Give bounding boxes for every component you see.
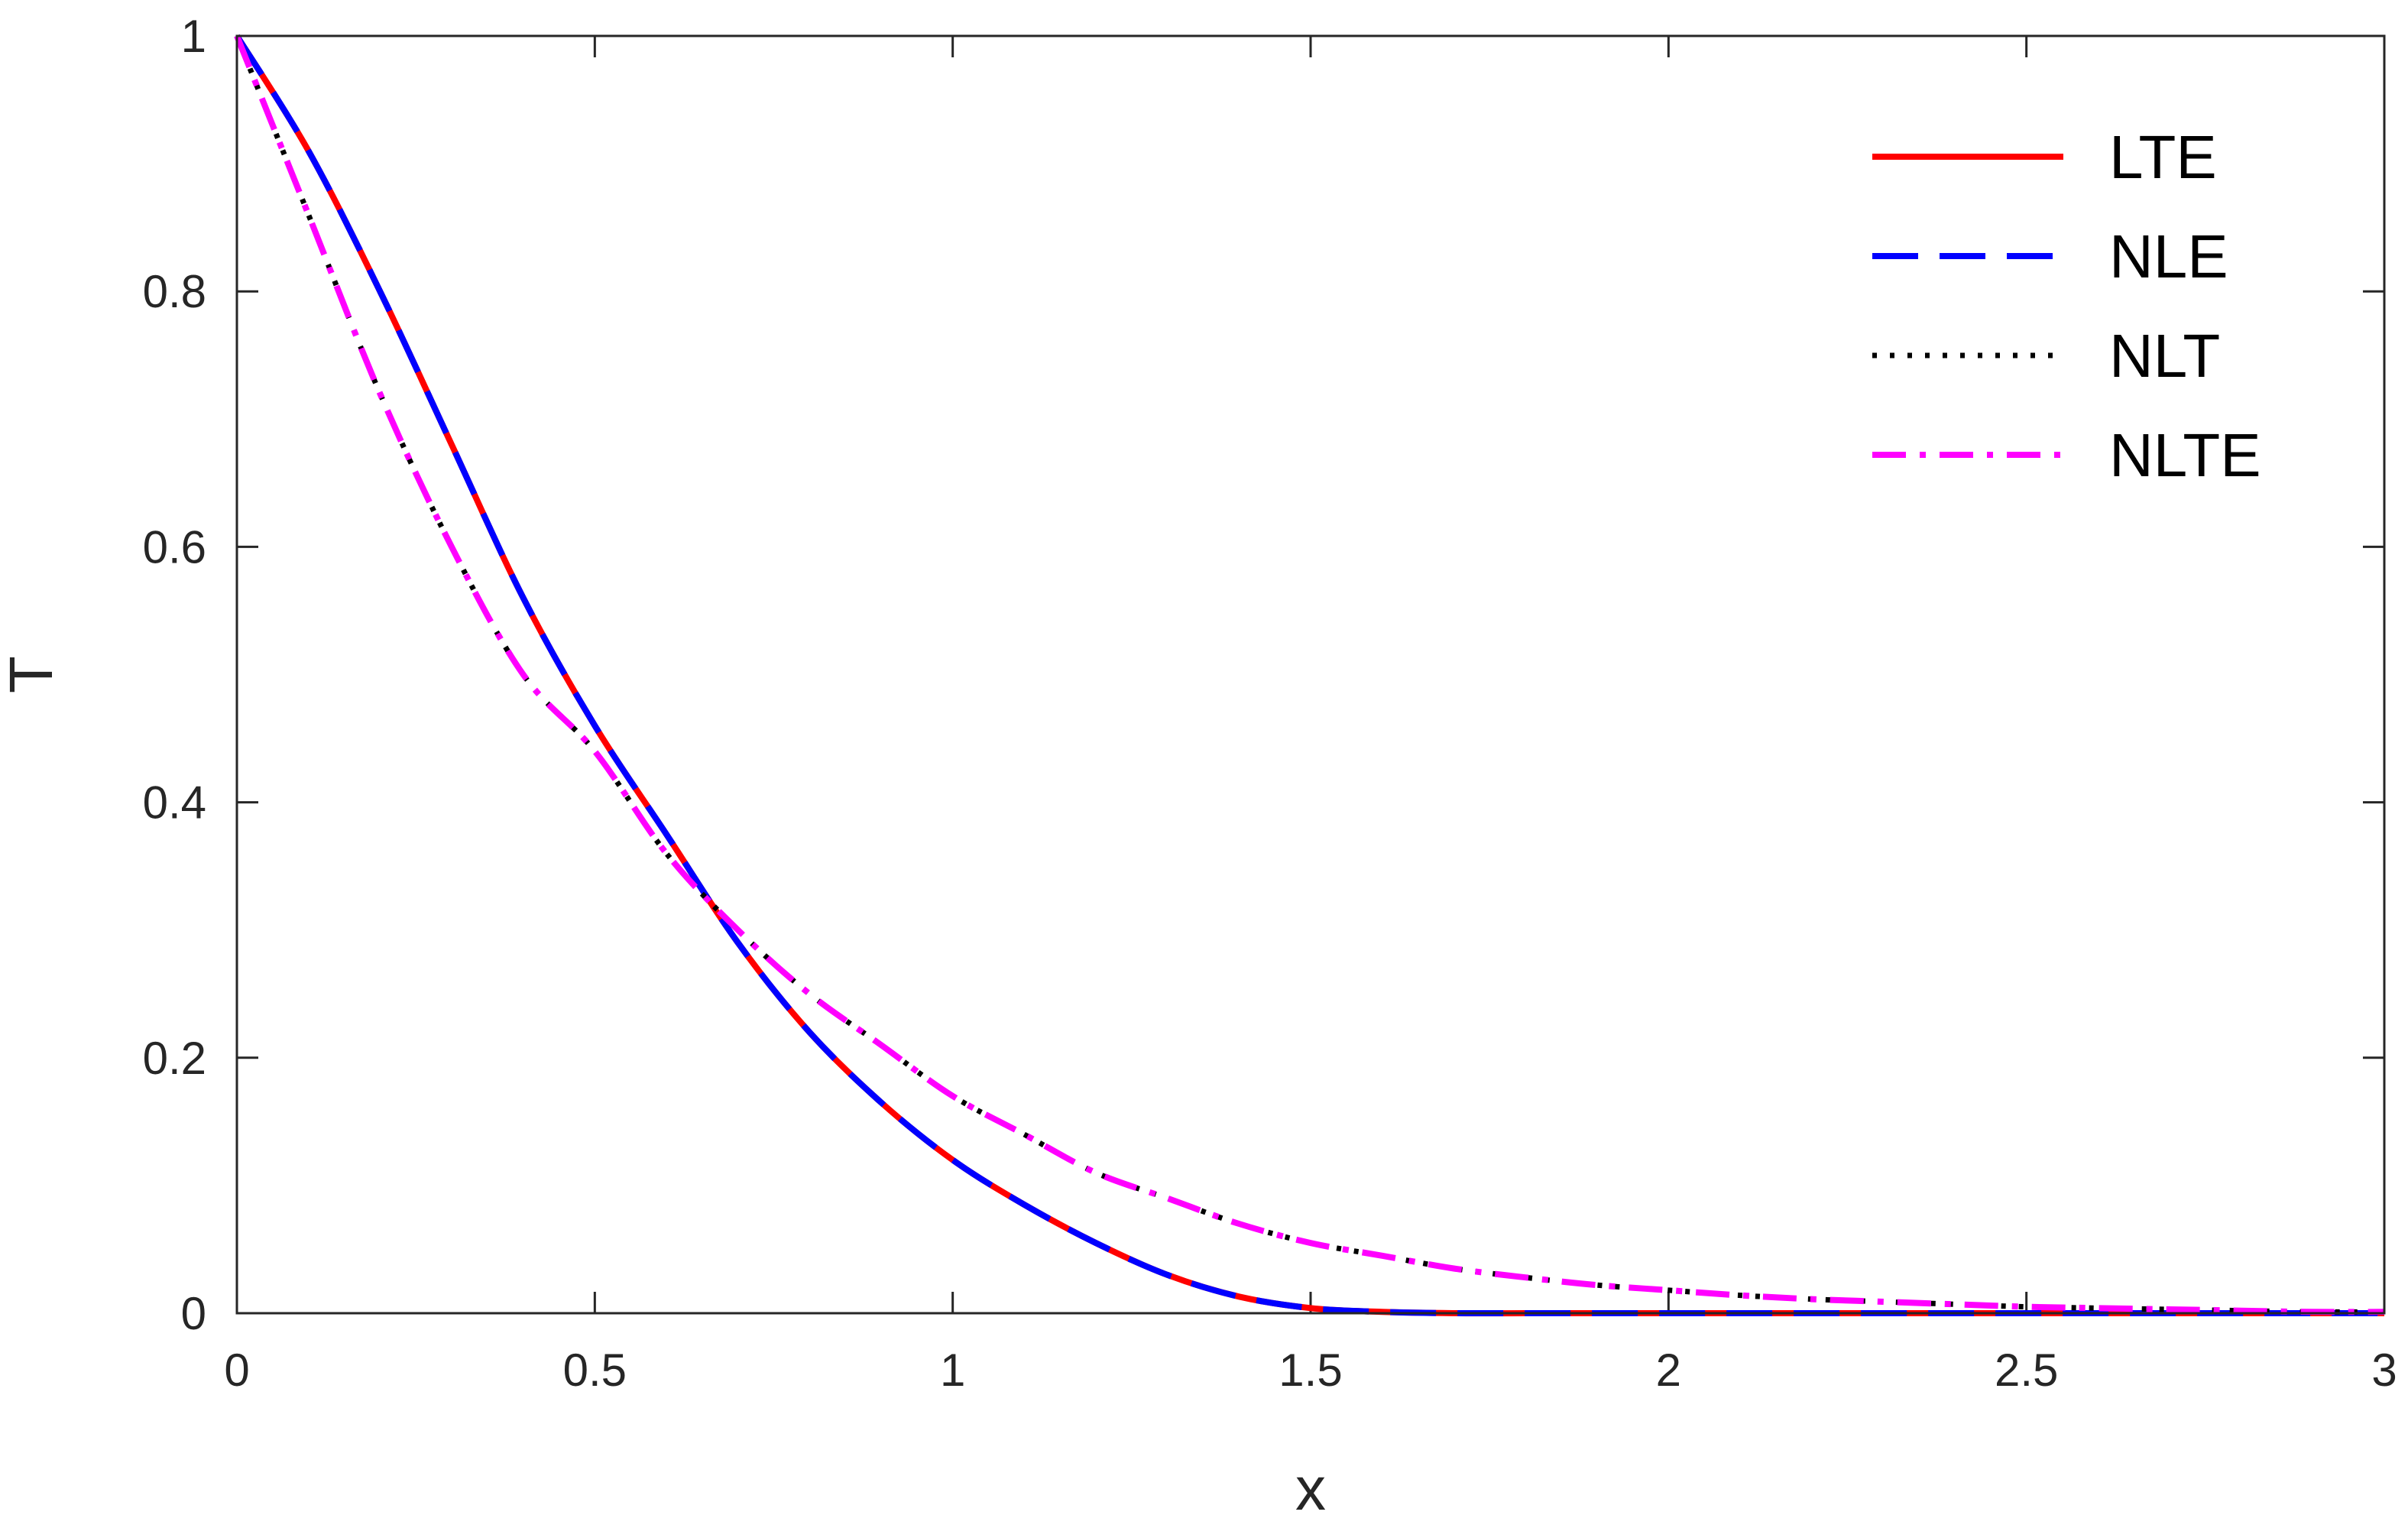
x-axis-ticks: 0 0.5 1 1.5 2 2.5 3 (224, 36, 2397, 1396)
series-line-nle (234, 34, 2384, 1317)
y-tick-label: 0 (181, 1288, 206, 1339)
series-line-nlte (234, 34, 2385, 1316)
legend-label-lte: LTE (2109, 123, 2217, 191)
legend-label-nlt: NLT (2109, 322, 2220, 390)
x-tick-label: 0.5 (563, 1345, 627, 1396)
y-tick-label: 0.2 (143, 1033, 206, 1084)
x-tick-label: 0 (224, 1345, 249, 1396)
y-tick-label: 1 (181, 11, 206, 62)
x-axis-label: x (1295, 1455, 1326, 1523)
y-axis-label: T (0, 656, 65, 693)
axes-box (235, 34, 2386, 1315)
x-tick-label: 1.5 (1279, 1345, 1342, 1396)
y-tick-label: 0.4 (143, 777, 206, 829)
legend-label-nlte: NLTE (2109, 421, 2261, 489)
x-tick-label: 3 (2371, 1345, 2397, 1396)
x-tick-label: 2 (1656, 1345, 1681, 1396)
x-tick-label: 2.5 (1995, 1345, 2058, 1396)
legend: LTE NLE NLT NLTE (1872, 123, 2261, 489)
x-tick-label: 1 (940, 1345, 965, 1396)
y-tick-label: 0.8 (143, 266, 206, 317)
y-tick-label: 0.6 (143, 521, 206, 573)
legend-label-nle: NLE (2109, 222, 2228, 290)
